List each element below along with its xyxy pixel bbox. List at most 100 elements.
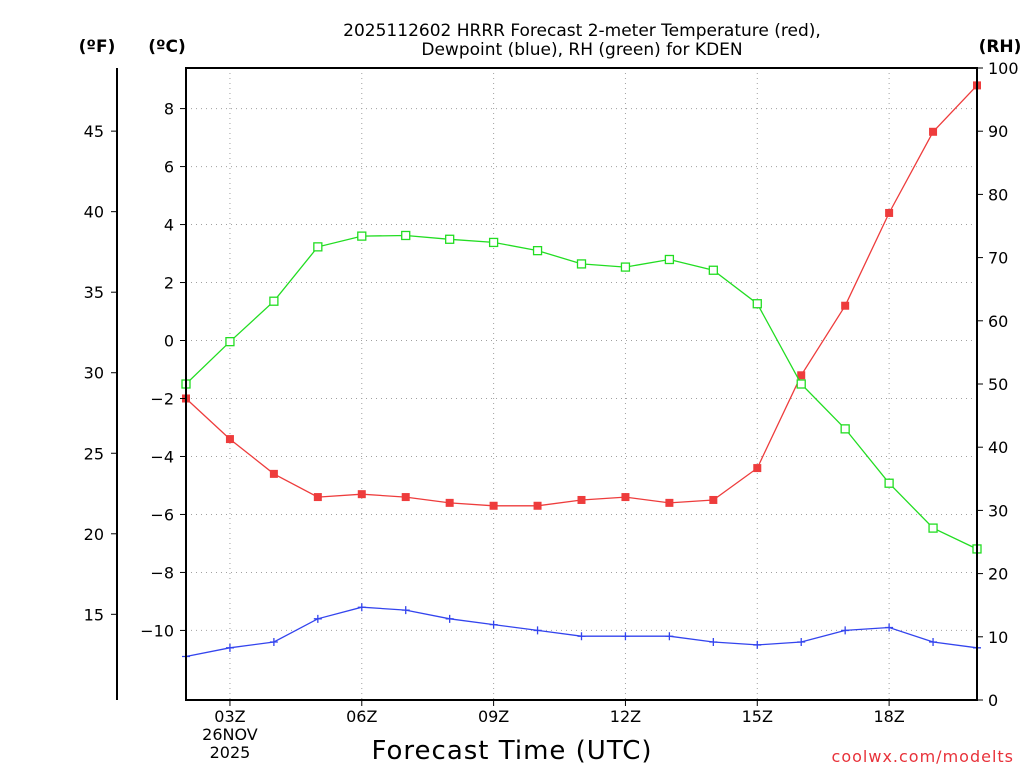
dewpoint-point — [225, 643, 234, 652]
chart-title-line1: 2025112602 HRRR Forecast 2-meter Tempera… — [343, 21, 821, 41]
dewpoint-point — [709, 638, 718, 647]
fahrenheit-tick-label: 30 — [84, 364, 104, 383]
celsius-tick-label: −6 — [150, 505, 174, 524]
rh-point — [532, 245, 543, 256]
rh-point — [225, 337, 235, 347]
rh-tick-label: 70 — [988, 249, 1008, 268]
temperature-point — [489, 501, 498, 510]
dewpoint-point — [753, 640, 762, 649]
plot-frame — [185, 67, 978, 701]
rh-point — [445, 234, 455, 244]
x-tick-label: 09Z — [478, 707, 509, 726]
temperature-point — [269, 469, 278, 478]
temperature-point — [621, 493, 630, 502]
dewpoint-point — [313, 614, 322, 623]
rh-point — [313, 242, 323, 252]
dewpoint-point — [665, 632, 674, 641]
temperature-point — [841, 301, 850, 310]
series-temperature — [182, 81, 981, 510]
celsius-tick-label: −2 — [150, 389, 174, 408]
data-series — [181, 81, 982, 661]
series-relative-humidity — [181, 230, 982, 554]
rh-point — [576, 259, 587, 269]
rh-point — [708, 265, 718, 275]
chart-title-line2: Dewpoint (blue), RH (green) for KDEN — [421, 40, 742, 60]
dewpoint-point — [841, 626, 850, 635]
temperature-point — [225, 435, 234, 444]
dewpoint-point — [401, 606, 410, 615]
rh-tick-label: 0 — [988, 691, 998, 710]
series-line — [185, 84, 978, 507]
fahrenheit-tick-label: 40 — [84, 203, 104, 222]
rh-tick-label: 90 — [988, 122, 1008, 141]
celsius-tick-label: 6 — [164, 158, 174, 177]
rh-unit-label: (RH) — [979, 37, 1022, 57]
celsius-unit-label: (ºC) — [148, 37, 186, 57]
rh-tick-label: 100 — [988, 59, 1019, 78]
rh-point — [840, 424, 850, 434]
temperature-point — [885, 208, 894, 217]
series-dewpoint — [182, 603, 981, 661]
temperature-point — [709, 495, 718, 504]
dewpoint-point — [489, 620, 498, 629]
x-tick-label: 12Z — [610, 707, 641, 726]
temperature-point — [577, 495, 586, 504]
rh-point — [357, 231, 367, 241]
fahrenheit-tick-label: 20 — [84, 525, 104, 544]
fahrenheit-tick-label: 35 — [84, 283, 104, 302]
x-axis-label: Forecast Time (UTC) — [371, 736, 652, 766]
temperature-point — [929, 127, 938, 136]
temperature-point — [665, 498, 674, 507]
temperature-point — [753, 464, 762, 473]
rh-point — [752, 299, 762, 309]
celsius-tick-label: −8 — [150, 563, 174, 582]
grid-lines — [186, 68, 977, 700]
x-tick-label: 18Z — [873, 707, 904, 726]
fahrenheit-tick-label: 45 — [84, 122, 104, 141]
rh-tick-label: 40 — [988, 438, 1008, 457]
rh-point — [928, 523, 938, 533]
celsius-tick-label: 4 — [164, 216, 174, 235]
dewpoint-point — [621, 632, 630, 641]
x-tick-label: 03Z — [214, 707, 245, 726]
temperature-point — [445, 498, 454, 507]
rh-tick-label: 80 — [988, 185, 1008, 204]
celsius-tick-label: −10 — [140, 621, 174, 640]
rh-point — [620, 262, 631, 272]
rh-point — [796, 379, 806, 389]
rh-point — [401, 230, 411, 241]
rh-point — [488, 237, 499, 248]
x-tick-label: 06Z — [346, 707, 377, 726]
dewpoint-point — [357, 603, 366, 612]
rh-point — [269, 296, 279, 306]
fahrenheit-tick-label: 25 — [84, 444, 104, 463]
rh-point — [884, 478, 894, 488]
rh-tick-label: 60 — [988, 312, 1008, 331]
rh-tick-label: 20 — [988, 565, 1008, 584]
rh-tick-label: 50 — [988, 375, 1008, 394]
dewpoint-point — [445, 614, 454, 623]
dewpoint-point — [929, 638, 938, 647]
axes-ticks: 86420−2−4−6−8−10454035302520151009080706… — [84, 59, 1019, 762]
temperature-point — [313, 493, 322, 502]
dewpoint-point — [577, 632, 586, 641]
temperature-point — [357, 490, 366, 499]
dewpoint-point — [269, 638, 278, 647]
fahrenheit-unit-label: (ºF) — [79, 37, 116, 57]
dewpoint-point — [797, 638, 806, 647]
celsius-tick-label: −4 — [150, 447, 174, 466]
fahrenheit-tick-label: 15 — [84, 605, 104, 624]
series-line — [185, 606, 978, 658]
celsius-tick-label: 2 — [164, 274, 174, 293]
credit-text: coolwx.com/modelts — [832, 747, 1014, 766]
celsius-tick-label: 0 — [164, 332, 174, 351]
celsius-tick-label: 8 — [164, 100, 174, 119]
temperature-point — [401, 493, 410, 502]
rh-point — [664, 254, 675, 265]
x-tick-label: 26NOV — [202, 725, 258, 744]
x-tick-label: 15Z — [742, 707, 773, 726]
dewpoint-point — [885, 623, 894, 632]
x-tick-label: 2025 — [210, 743, 251, 762]
dewpoint-point — [533, 626, 542, 635]
